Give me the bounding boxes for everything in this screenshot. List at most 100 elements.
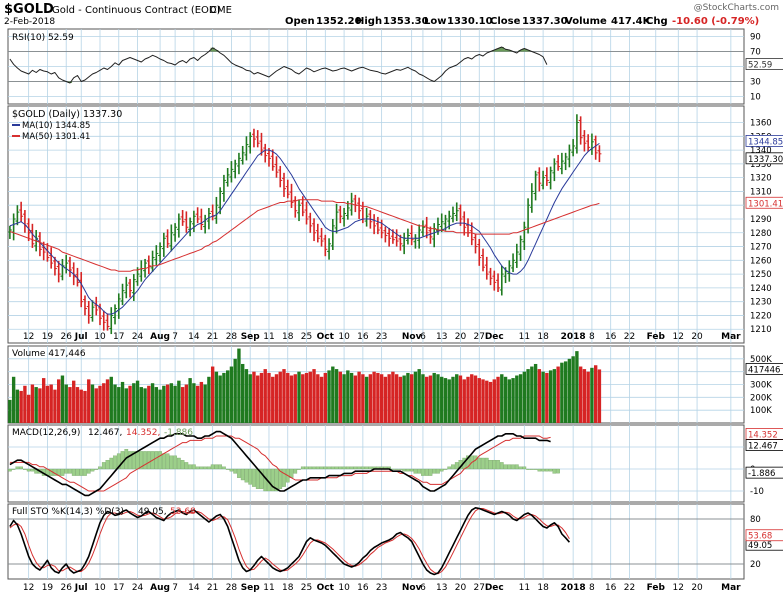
x-axis-label-lower: 14 <box>188 583 200 593</box>
volume-bar <box>488 381 493 423</box>
macd-histogram-bar <box>222 466 226 470</box>
macd-histogram-bar <box>398 468 403 470</box>
macd-histogram-bar <box>421 468 425 476</box>
macd-histogram-bar <box>75 468 80 476</box>
volume-bar <box>64 384 68 423</box>
volume-bar <box>537 369 542 423</box>
macd-histogram-bar <box>492 460 497 470</box>
macd-histogram-bar <box>293 468 298 474</box>
macd-title-histogram: -1.886 <box>164 428 193 438</box>
x-axis-label-upper: 21 <box>207 332 218 342</box>
volume-bar <box>567 358 572 423</box>
macd-histogram-bar <box>308 466 313 470</box>
y-tick-label: 30 <box>750 78 761 88</box>
macd-histogram-bar <box>113 455 117 470</box>
y-tick-label: 80 <box>750 515 761 525</box>
volume-bar <box>218 375 222 423</box>
sto-title-k: 49.05, <box>138 507 167 517</box>
macd-histogram-bar <box>323 466 328 470</box>
volume-bar <box>361 374 365 423</box>
volume-bar <box>271 376 275 423</box>
volume-bar <box>113 384 117 423</box>
x-axis-label-upper: 14 <box>188 332 200 342</box>
volume-bar <box>372 371 376 423</box>
macd-signal-line <box>9 435 551 492</box>
macd-histogram-bar <box>180 460 185 470</box>
macd-histogram-bar <box>270 468 275 492</box>
volume-last-value: 417446 <box>748 365 780 375</box>
macd-histogram-bar <box>537 468 542 472</box>
x-axis-label-upper: 20 <box>691 332 703 342</box>
x-axis-label-upper: Sep <box>241 332 261 342</box>
macd-histogram-bar <box>19 466 23 470</box>
volume-bar <box>83 390 87 423</box>
chg-value: -10.60 (-0.79%) <box>672 16 759 27</box>
volume-title: Volume 417,446 <box>12 349 86 359</box>
volume-bar <box>75 387 80 423</box>
volume-bar <box>331 366 335 423</box>
macd-histogram-bar <box>203 466 207 470</box>
x-axis-label-lower: 13 <box>436 583 447 593</box>
x-axis-label-upper: 26 <box>60 332 72 342</box>
volume-bar <box>41 378 46 423</box>
volume-bar <box>23 385 27 423</box>
macd-histogram-last-value: -1.886 <box>748 469 775 479</box>
x-axis-label-lower: 7 <box>172 583 178 593</box>
macd-panel: -10010MACD(12,26,9)12.467,14.352,-1.8861… <box>7 424 783 503</box>
volume-bar <box>425 376 429 423</box>
volume-bar <box>143 388 147 423</box>
x-axis-label-upper: 20 <box>455 332 467 342</box>
x-axis-label-lower: 24 <box>132 583 144 593</box>
volume-bar <box>541 371 545 423</box>
macd-histogram-bar <box>98 466 102 470</box>
volume-bar <box>267 372 271 423</box>
macd-histogram-last-value-box <box>745 466 783 479</box>
volume-bar <box>90 384 95 423</box>
volume-bar <box>68 387 72 423</box>
macd-histogram-bar <box>218 464 223 470</box>
volume-bar <box>15 389 20 423</box>
macd-histogram-bar <box>548 468 553 472</box>
macd-histogram-bar <box>195 466 200 470</box>
volume-bar <box>398 376 403 423</box>
high-value: 1353.30 <box>383 16 429 27</box>
volume-bar <box>237 348 241 423</box>
volume-bar <box>440 376 444 423</box>
x-axis-label-upper: 24 <box>132 332 144 342</box>
volume-bar <box>105 379 110 423</box>
volume-bar <box>342 374 346 423</box>
volume-bar <box>338 371 343 423</box>
volume-bar <box>207 376 211 423</box>
volume-bar <box>522 371 527 423</box>
volume-bar <box>274 374 279 423</box>
macd-histogram-bar <box>237 468 241 478</box>
volume-bar <box>184 384 189 423</box>
x-axis-label-upper: 27 <box>474 332 485 342</box>
volume-bar <box>135 380 140 423</box>
macd-histogram-bar <box>173 455 177 470</box>
ma10-last-value-box <box>745 135 783 147</box>
volume-bar <box>530 366 534 423</box>
volume-bar <box>481 379 485 423</box>
x-axis-label-lower: Sep <box>241 583 261 593</box>
x-axis-label-upper: Aug <box>150 332 170 342</box>
macd-histogram-bar <box>364 466 369 470</box>
macd-histogram-bar <box>188 464 192 470</box>
y-tick-label: 1320 <box>750 174 772 184</box>
x-axis-label-lower: 18 <box>537 583 549 593</box>
macd-histogram-bar <box>353 466 358 470</box>
volume-bar <box>308 371 312 423</box>
macd-histogram-bar <box>507 464 512 470</box>
volume-bar <box>394 374 399 423</box>
macd-histogram-bar <box>71 468 76 476</box>
rsi-last-value: 52.59 <box>748 61 772 71</box>
x-axis-label-upper: 22 <box>624 332 635 342</box>
volume-bar <box>391 371 395 423</box>
macd-histogram-bar <box>15 466 20 470</box>
volume-bar <box>402 375 406 423</box>
macd-histogram-bar <box>214 464 219 470</box>
volume-bar <box>199 381 204 423</box>
volume-bar <box>477 378 481 423</box>
x-axis-label-upper: 6 <box>420 332 426 342</box>
y-tick-label: 70 <box>750 48 761 58</box>
